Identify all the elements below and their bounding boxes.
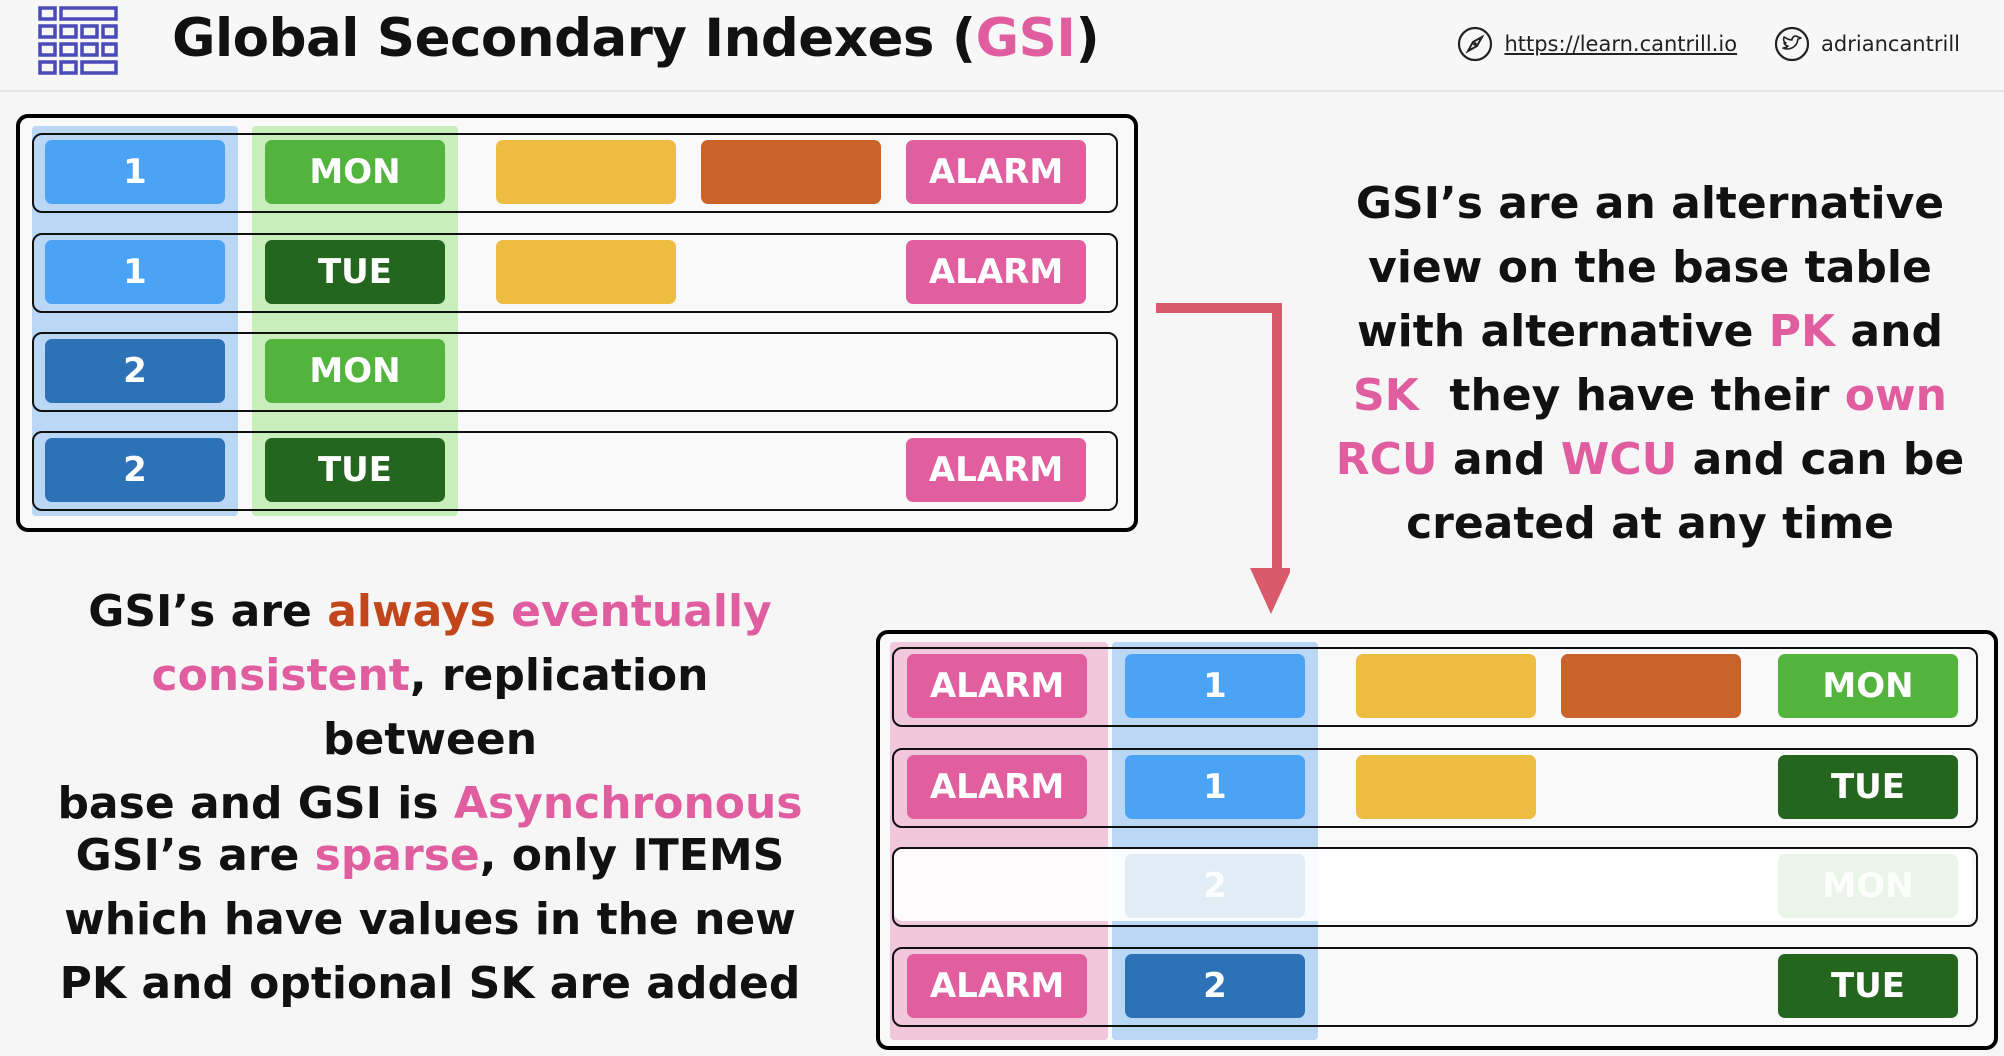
table-row: [32, 233, 1118, 313]
website-link[interactable]: https://learn.cantrill.io: [1456, 25, 1737, 63]
consistency-note: GSI’s are always eventually consistent, …: [57, 586, 803, 829]
sk-cell: MON: [265, 339, 445, 403]
table-row-excluded: [892, 847, 1978, 927]
slide-header: Global Secondary Indexes (GSI) https://l…: [0, 0, 2004, 92]
pk-cell: 1: [45, 240, 225, 304]
table-row: [892, 647, 1978, 727]
table-row: [892, 947, 1978, 1027]
sk-cell: MON: [265, 140, 445, 204]
day-cell: MON: [1778, 654, 1958, 718]
attribute-cell: [496, 240, 676, 304]
alarm-cell: ALARM: [906, 438, 1086, 502]
alarm-cell: ALARM: [906, 240, 1086, 304]
alarm-cell: ALARM: [906, 140, 1086, 204]
twitter-bird-icon: [1774, 26, 1810, 62]
attribute-cell: [1561, 654, 1741, 718]
alarm-cell: ALARM: [907, 755, 1087, 819]
table-row: [32, 332, 1118, 412]
page-title: Global Secondary Indexes (GSI): [172, 8, 1100, 69]
table-row: [892, 748, 1978, 828]
pk-cell: 2: [45, 438, 225, 502]
compass-icon: [1458, 26, 1493, 62]
gsi-table: ALARM 1 MON ALARM 1 TUE ALARM 2 TUE 2 MO…: [876, 630, 1998, 1050]
sk-cell: TUE: [265, 240, 445, 304]
attribute-cell: [1356, 755, 1536, 819]
id-cell: 1: [1125, 755, 1305, 819]
twitter-link[interactable]: adriancantrill: [1773, 25, 1960, 63]
table-grid-icon: [38, 6, 118, 75]
id-cell: 1: [1125, 654, 1305, 718]
table-row: [32, 431, 1118, 511]
social-links: https://learn.cantrill.io adriancantrill: [1456, 20, 1960, 68]
table-row: [32, 133, 1118, 213]
gsi-description: GSI’s are an alternative view on the bas…: [1335, 178, 1965, 549]
alarm-cell: ALARM: [907, 954, 1087, 1018]
alarm-cell: ALARM: [907, 654, 1087, 718]
day-cell: TUE: [1778, 755, 1958, 819]
pk-cell: 1: [45, 140, 225, 204]
id-cell: 2: [1125, 954, 1305, 1018]
day-cell: TUE: [1778, 954, 1958, 1018]
day-cell-faded: MON: [1778, 854, 1958, 918]
attribute-cell: [1356, 654, 1536, 718]
sparse-note: GSI’s are sparse, only ITEMS which have …: [59, 830, 801, 1009]
projection-arrow: [1156, 303, 1290, 614]
pk-cell: 2: [45, 339, 225, 403]
base-table: 1 MON ALARM 1 TUE ALARM 2 MON 2 TUE ALAR…: [16, 114, 1138, 532]
id-cell-faded: 2: [1125, 854, 1305, 918]
attribute-cell: [496, 140, 676, 204]
sk-cell: TUE: [265, 438, 445, 502]
attribute-cell: [701, 140, 881, 204]
